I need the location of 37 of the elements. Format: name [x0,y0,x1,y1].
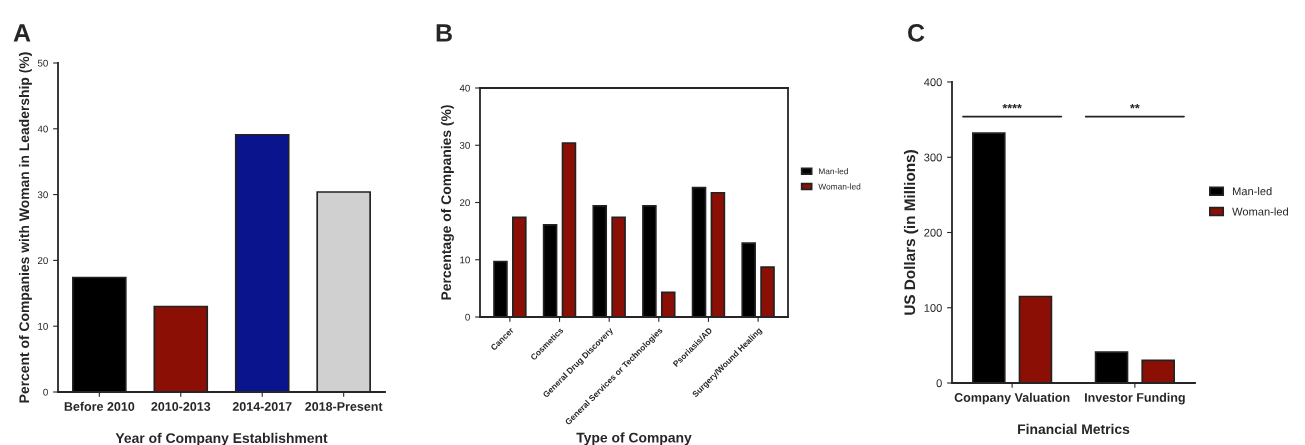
annotation: ** [1130,103,1140,109]
y-axis-title: Percent of Companies with Woman in Leadership (%) [18,52,32,403]
annotation: **** [1002,103,1022,109]
y-tick-label: 50 [37,59,48,67]
y-tick-label: 20 [37,257,48,265]
x-axis-title: Type of Company [576,432,692,445]
x-tick-label: Before 2010 [64,401,135,411]
y-axis-title: US Dollars (in Millions) [903,150,919,315]
x-tick-label: Company Valuation [954,392,1070,405]
y-tick-label: 0 [936,379,942,388]
x-tick-label: 2010-2013 [151,402,211,411]
chart-title: C [908,24,925,42]
y-tick-label: 20 [459,199,470,207]
y-tick-label: 0 [465,313,470,321]
y-tick-label: 300 [924,153,942,162]
y-tick-label: 400 [924,78,942,87]
y-axis-title: Percentage of Companies (%) [440,105,454,300]
y-tick-label: 30 [37,191,48,199]
y-tick-label: 30 [459,141,470,149]
x-tick-label: Investor Funding [1085,392,1185,405]
chart-title: A [13,24,31,42]
x-tick-label: 2014-2017 [232,402,292,411]
y-tick-label: 10 [38,322,48,330]
legend-label: Man-led [1232,187,1272,196]
x-axis-title: Financial Metrics [1018,423,1130,435]
y-tick-label: 100 [924,304,942,312]
x-tick-label: 2018-Present [305,402,383,411]
y-tick-label: 40 [37,125,48,133]
y-tick-label: 200 [924,228,942,237]
y-tick-label: 0 [43,388,48,396]
x-axis-title: Year of Company Establishment [115,432,328,445]
legend-label: Man-led [819,168,848,175]
y-tick-label: 10 [460,256,470,264]
y-tick-label: 40 [459,84,470,92]
legend-label: Woman-led [818,183,861,190]
chart-title: B [436,24,452,42]
legend-label: Woman-led [1232,207,1288,216]
